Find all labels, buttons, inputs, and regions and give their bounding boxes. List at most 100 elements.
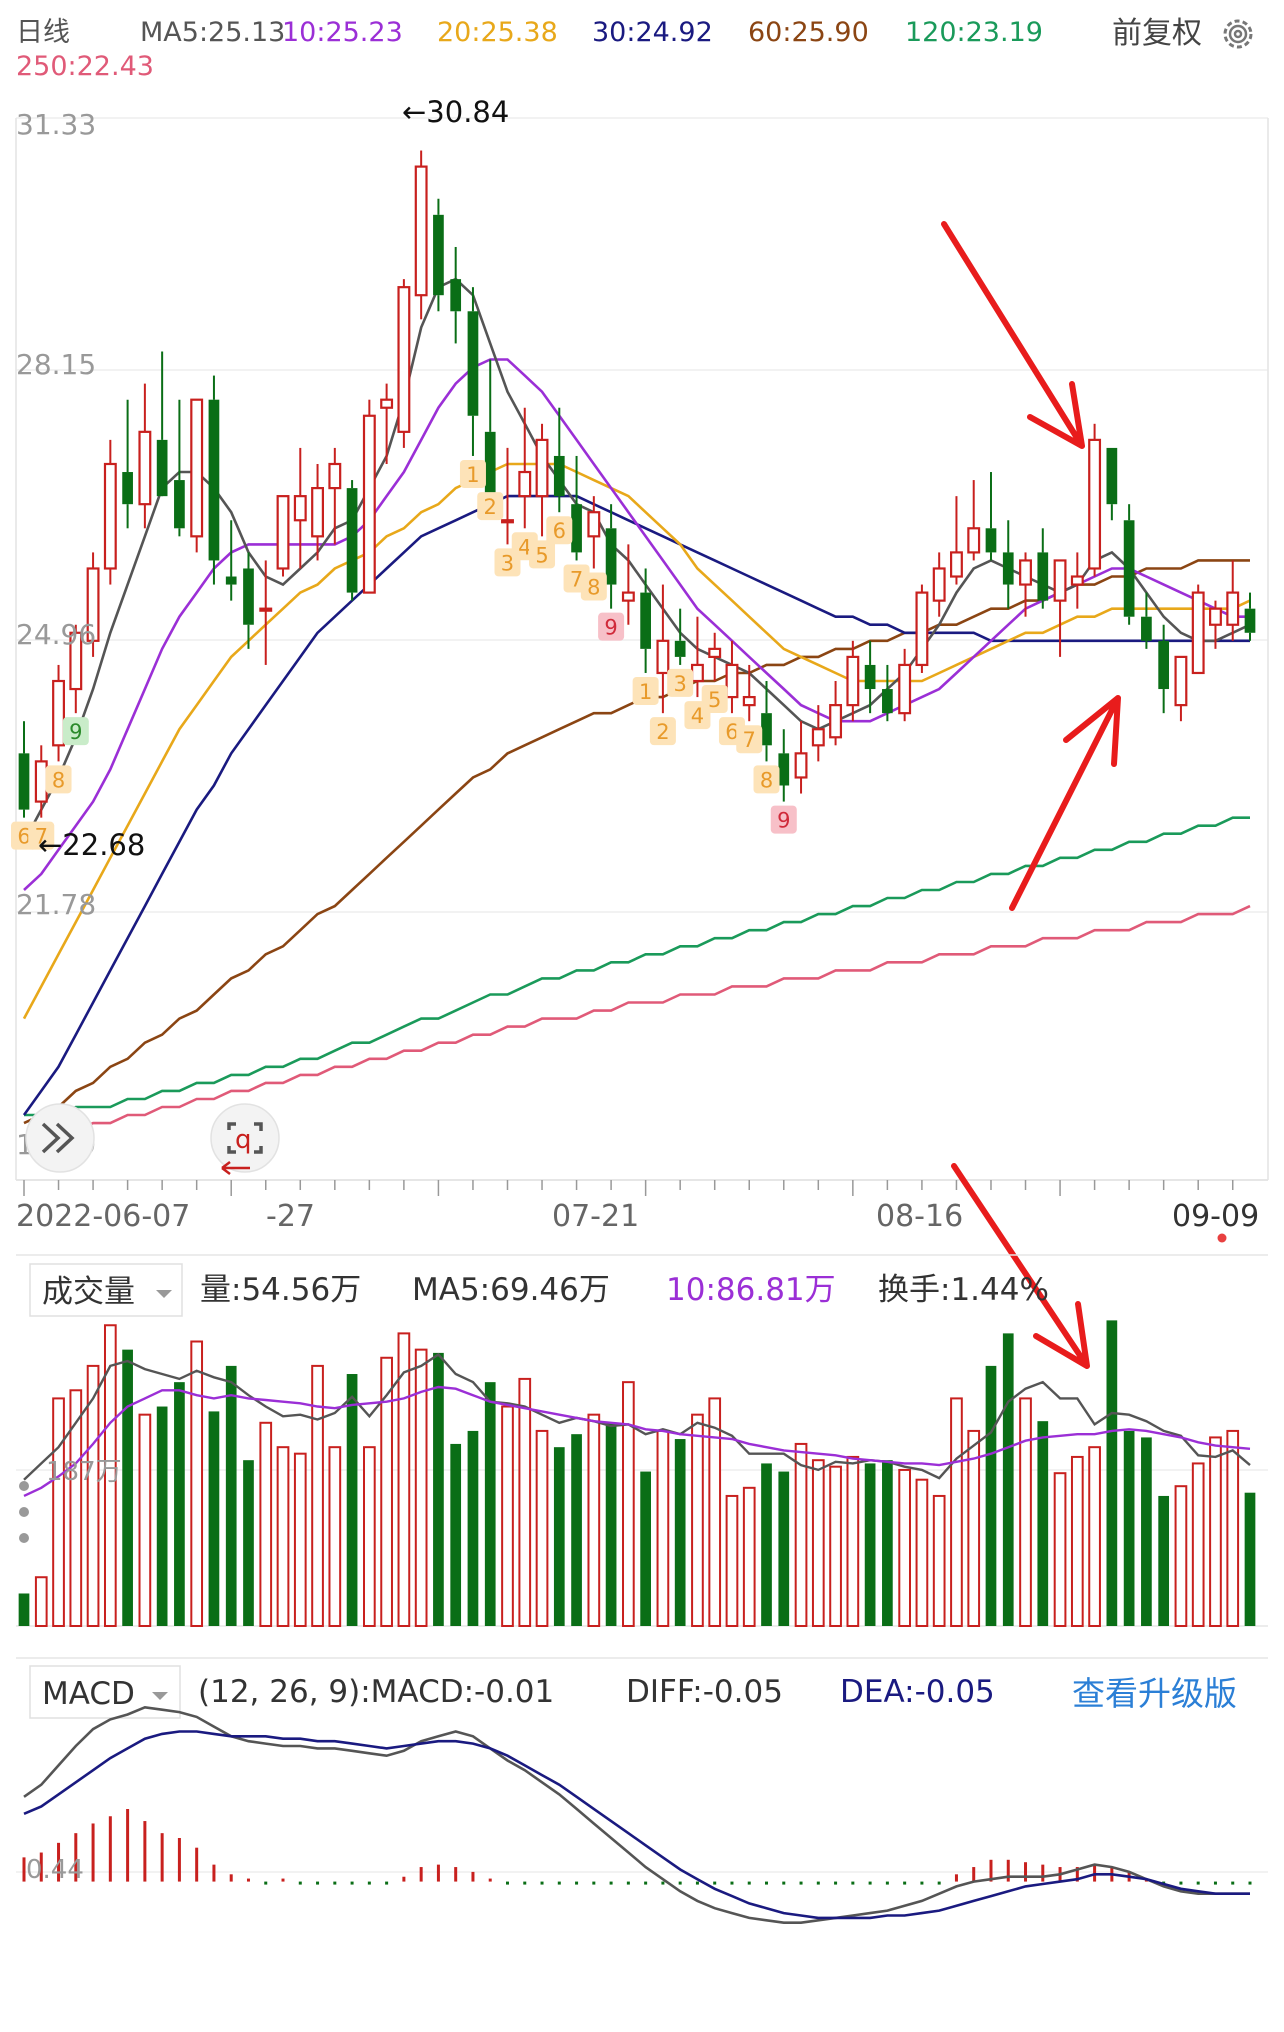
macd-selector-label[interactable]: MACD [42,1676,135,1712]
volume-bar [433,1352,444,1626]
candle [656,584,670,714]
sequence-mark-label: 7 [35,825,48,849]
high-marker: ←30.84 [402,95,509,129]
chevron-down-icon[interactable] [152,1692,168,1700]
sequence-mark: 5 [529,540,556,569]
volume-bar [1158,1495,1170,1626]
candle [690,616,704,698]
candle [1106,447,1118,521]
volume-ma-lines [23,1352,1251,1497]
candle [1191,584,1205,675]
candle [1002,520,1014,609]
candle [1226,560,1240,641]
volume-bar [915,1478,929,1627]
volume-bar [640,1471,651,1626]
arrow-down-icon [951,1163,1090,1369]
candle [208,375,220,585]
volume-bar [846,1455,860,1628]
candle [1088,423,1102,577]
volume-bar [622,1381,635,1628]
zoom-button[interactable]: q [210,1103,280,1175]
candle [761,681,772,762]
volume-bar [1191,1462,1205,1627]
volume-bar [967,1429,981,1628]
volume-bar [86,1364,100,1628]
price-tick: 24.96 [16,618,96,651]
sequence-mark-label: 8 [587,575,600,599]
ma250-line [24,904,1251,1141]
volume-selector-label[interactable]: 成交量 [42,1274,135,1310]
date-tick: 09-09 [1172,1199,1259,1234]
candle [674,608,686,665]
volume-bar [18,1593,30,1626]
ma-label: 120:23.19 [905,17,1043,48]
volume-bar [69,1389,83,1627]
period-label[interactable]: 日线 [16,17,70,48]
volume-bar [1088,1446,1101,1628]
volume-bar [346,1374,358,1626]
volume-bar [882,1460,893,1626]
volume-bar [1123,1430,1135,1626]
ma120-line [24,816,1250,1117]
current-dot [1217,1233,1227,1243]
volume-ma10-line [23,1385,1251,1497]
volume-bar [103,1324,117,1627]
upgrade-link[interactable]: 查看升级版 [1072,1674,1237,1713]
candle [18,721,30,818]
price-panel [15,117,1269,1181]
candle [1123,504,1135,625]
candle [846,640,860,722]
candle [276,495,290,577]
volume-bar [225,1365,237,1626]
sequence-mark: 8 [45,765,72,794]
volume-bar [1226,1429,1240,1628]
price-axis: 31.33 28.15 24.96 21.78 18.59 [16,108,96,1161]
candle [621,544,635,625]
candle [293,447,307,569]
candle [34,745,48,818]
volume-bar [535,1429,549,1628]
volume-bar [1244,1492,1256,1626]
macd-diff-line [23,1705,1250,1924]
volume-bar [898,1468,912,1627]
candle [174,399,185,537]
candle [1070,552,1084,609]
volume-ma5-line [23,1352,1251,1481]
volume-bar [518,1377,532,1628]
candle [225,520,237,601]
volume-bar [674,1439,686,1626]
candle [467,287,479,456]
candle [708,632,722,682]
candle [243,552,254,649]
volume-bar [380,1356,393,1627]
chevron-down-icon[interactable] [156,1290,172,1298]
volume-bar [174,1382,185,1626]
expand-button[interactable] [25,1103,95,1173]
sequence-mark: 9 [770,805,797,834]
macd-legend-label: DEA:-0.05 [840,1674,995,1710]
adjust-label[interactable]: 前复权 [1112,16,1202,51]
candle [1053,559,1067,657]
candle [898,648,912,722]
gear-icon[interactable] [1223,19,1253,49]
sequence-mark-label: 6 [553,519,566,543]
volume-bar [190,1340,204,1628]
volume-bar [708,1397,722,1627]
more-icon[interactable] [19,1481,29,1543]
volume-bar [1037,1421,1049,1626]
candle [932,552,946,617]
volume-bar [138,1413,152,1627]
volume-legend-label: 10:86.81万 [666,1272,836,1308]
ma-label: 10:25.23 [282,17,403,48]
volume-bar [656,1429,670,1628]
volume-bar [605,1422,617,1626]
candle [587,496,601,569]
candle [259,560,273,665]
sequence-mark-label: 2 [656,720,669,744]
volume-bar [1070,1455,1084,1628]
sequence-mark: 1 [459,459,486,488]
candle [915,584,929,673]
volume-legend-label: 换手:1.44% [878,1272,1049,1308]
